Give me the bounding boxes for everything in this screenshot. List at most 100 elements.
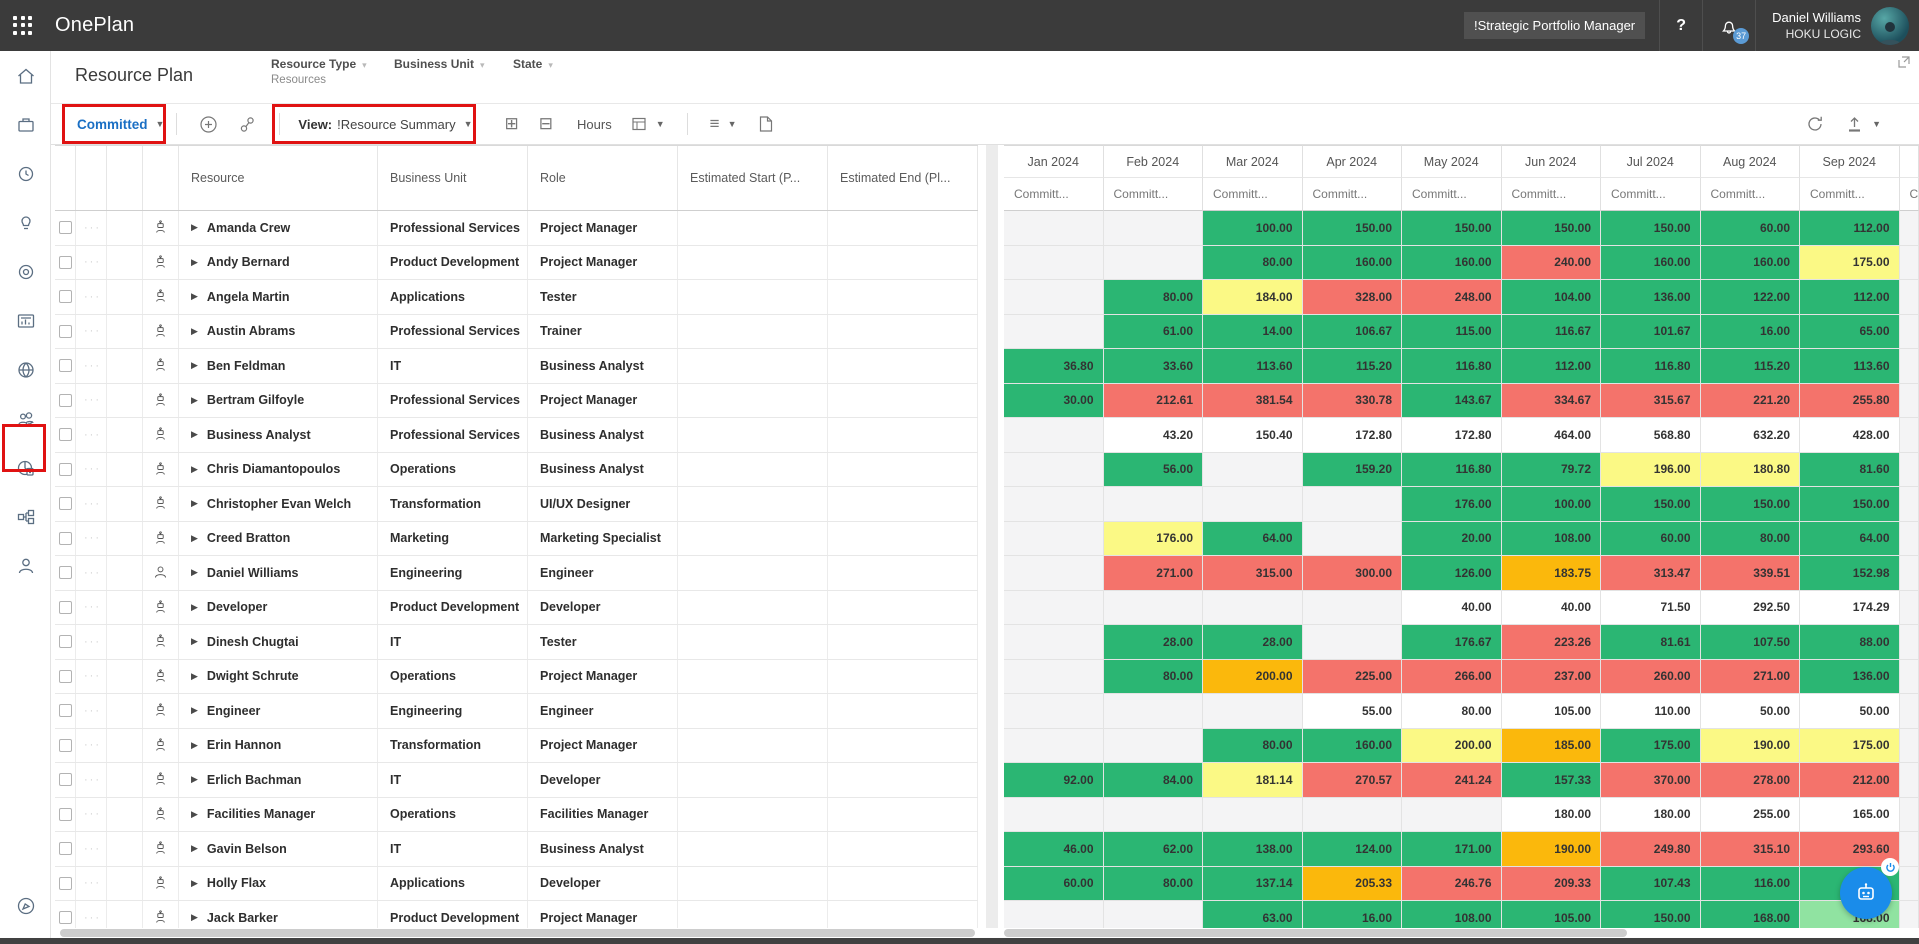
hours-cell[interactable]: 104.00 bbox=[1501, 280, 1601, 315]
hours-cell[interactable] bbox=[1302, 797, 1402, 832]
hours-cell[interactable]: 246.76 bbox=[1402, 866, 1502, 901]
hours-cell[interactable]: 138.00 bbox=[1203, 832, 1303, 867]
row-checkbox[interactable] bbox=[58, 221, 72, 235]
hours-cell[interactable] bbox=[1004, 418, 1104, 453]
expand-row-icon[interactable]: ▶ bbox=[191, 774, 198, 785]
row-menu-cell[interactable]: ··· bbox=[76, 556, 107, 590]
hours-cell[interactable]: 84.00 bbox=[1103, 763, 1203, 798]
column-header-estimated-start-p[interactable]: Estimated Start (P... bbox=[678, 146, 828, 210]
row-menu-cell[interactable]: ··· bbox=[76, 487, 107, 521]
expand-row-icon[interactable]: ▶ bbox=[191, 498, 198, 509]
expand-row-icon[interactable]: ▶ bbox=[191, 670, 198, 681]
add-resource-button[interactable] bbox=[199, 115, 218, 134]
hours-cell[interactable]: 28.00 bbox=[1203, 625, 1303, 660]
hours-cell[interactable]: 157.33 bbox=[1501, 763, 1601, 798]
expand-row-icon[interactable]: ▶ bbox=[191, 429, 198, 440]
row-menu-cell[interactable]: ··· bbox=[76, 694, 107, 728]
hours-cell[interactable]: 241.24 bbox=[1402, 763, 1502, 798]
hours-cell[interactable]: 40.00 bbox=[1402, 590, 1502, 625]
row-checkbox[interactable] bbox=[58, 600, 72, 614]
row-checkbox[interactable] bbox=[58, 876, 72, 890]
hours-cell[interactable]: 80.00 bbox=[1203, 245, 1303, 280]
resource-name-cell[interactable]: ▶ Austin Abrams bbox=[179, 314, 378, 348]
hours-cell[interactable] bbox=[1203, 694, 1303, 729]
resource-name-cell[interactable]: ▶ Creed Bratton bbox=[179, 521, 378, 555]
sidebar-item-time[interactable] bbox=[0, 149, 51, 198]
hours-cell[interactable] bbox=[1004, 280, 1104, 315]
hours-cell[interactable]: 16.00 bbox=[1700, 314, 1800, 349]
hours-cell[interactable]: 80.00 bbox=[1103, 659, 1203, 694]
pane-splitter[interactable] bbox=[986, 145, 998, 928]
hours-cell[interactable] bbox=[1402, 797, 1502, 832]
expand-row-icon[interactable]: ▶ bbox=[191, 601, 198, 612]
hours-cell[interactable] bbox=[1103, 797, 1203, 832]
hours-cell[interactable]: 110.00 bbox=[1601, 694, 1701, 729]
hours-cell[interactable]: 80.00 bbox=[1103, 280, 1203, 315]
hours-cell[interactable]: 100.00 bbox=[1203, 211, 1303, 246]
row-checkbox[interactable] bbox=[58, 290, 72, 304]
hours-cell[interactable] bbox=[1004, 797, 1104, 832]
hours-cell[interactable]: 292.50 bbox=[1700, 590, 1800, 625]
sidebar-item-portfolio[interactable] bbox=[0, 100, 51, 149]
hours-cell[interactable]: 180.80 bbox=[1700, 452, 1800, 487]
assistant-fab-button[interactable] bbox=[1840, 867, 1892, 919]
hours-cell[interactable] bbox=[1103, 487, 1203, 522]
row-checkbox[interactable] bbox=[58, 566, 72, 580]
expand-row-icon[interactable]: ▶ bbox=[191, 256, 198, 267]
upload-button[interactable]: ▼ bbox=[1845, 115, 1881, 134]
hours-cell[interactable]: 80.00 bbox=[1700, 521, 1800, 556]
resource-name-cell[interactable]: ▶ Amanda Crew bbox=[179, 211, 378, 245]
hours-cell[interactable]: 92.00 bbox=[1004, 763, 1104, 798]
hours-cell[interactable]: 176.67 bbox=[1402, 625, 1502, 660]
hours-cell[interactable]: 278.00 bbox=[1700, 763, 1800, 798]
row-menu-cell[interactable]: ··· bbox=[76, 866, 107, 900]
hours-cell[interactable] bbox=[1004, 659, 1104, 694]
hours-cell[interactable]: 46.00 bbox=[1004, 832, 1104, 867]
row-menu-cell[interactable]: ··· bbox=[76, 280, 107, 314]
hours-cell[interactable]: 255.80 bbox=[1800, 383, 1900, 418]
row-menu-cell[interactable]: ··· bbox=[76, 349, 107, 383]
right-pane-hscrollbar[interactable] bbox=[1004, 929, 1627, 937]
hours-cell[interactable]: 65.00 bbox=[1800, 314, 1900, 349]
hours-cell[interactable]: 270.57 bbox=[1302, 763, 1402, 798]
hours-cell[interactable]: 172.80 bbox=[1302, 418, 1402, 453]
resource-name-cell[interactable]: ▶ Andy Bernard bbox=[179, 245, 378, 279]
hours-cell[interactable]: 80.00 bbox=[1402, 694, 1502, 729]
row-checkbox[interactable] bbox=[58, 738, 72, 752]
hours-cell[interactable]: 370.00 bbox=[1601, 763, 1701, 798]
hours-cell[interactable]: 150.40 bbox=[1203, 418, 1303, 453]
row-checkbox[interactable] bbox=[58, 911, 72, 925]
resource-name-cell[interactable]: ▶ Dwight Schrute bbox=[179, 659, 378, 693]
hours-cell[interactable]: 100.00 bbox=[1501, 487, 1601, 522]
column-header-resource[interactable]: Resource bbox=[179, 146, 378, 210]
help-button[interactable]: ? bbox=[1676, 16, 1687, 34]
hours-cell[interactable]: 116.67 bbox=[1501, 314, 1601, 349]
hours-cell[interactable]: 106.67 bbox=[1302, 314, 1402, 349]
hours-cell[interactable]: 176.00 bbox=[1103, 521, 1203, 556]
hours-cell[interactable]: 28.00 bbox=[1103, 625, 1203, 660]
hours-cell[interactable] bbox=[1004, 901, 1104, 928]
hours-cell[interactable]: 81.60 bbox=[1800, 452, 1900, 487]
hours-cell[interactable]: 150.00 bbox=[1601, 211, 1701, 246]
hours-cell[interactable] bbox=[1103, 694, 1203, 729]
hours-cell[interactable] bbox=[1004, 452, 1104, 487]
hours-cell[interactable]: 136.00 bbox=[1601, 280, 1701, 315]
hours-cell[interactable]: 115.20 bbox=[1700, 349, 1800, 384]
hours-cell[interactable]: 113.60 bbox=[1800, 349, 1900, 384]
hours-cell[interactable]: 160.00 bbox=[1302, 245, 1402, 280]
hours-cell[interactable]: 108.00 bbox=[1501, 521, 1601, 556]
hours-cell[interactable]: 315.67 bbox=[1601, 383, 1701, 418]
sidebar-item-hierarchy[interactable] bbox=[0, 492, 51, 541]
row-checkbox[interactable] bbox=[58, 842, 72, 856]
row-menu-cell[interactable]: ··· bbox=[76, 590, 107, 624]
hours-cell[interactable]: 112.00 bbox=[1501, 349, 1601, 384]
link-resource-button[interactable] bbox=[238, 115, 257, 134]
row-checkbox[interactable] bbox=[58, 324, 72, 338]
hours-cell[interactable]: 632.20 bbox=[1700, 418, 1800, 453]
hours-cell[interactable]: 116.80 bbox=[1601, 349, 1701, 384]
hours-cell[interactable]: 136.00 bbox=[1800, 659, 1900, 694]
expand-all-button[interactable]: ⊞ bbox=[504, 114, 519, 133]
hours-cell[interactable]: 61.00 bbox=[1103, 314, 1203, 349]
hours-cell[interactable]: 150.00 bbox=[1700, 487, 1800, 522]
hours-cell[interactable]: 71.50 bbox=[1601, 590, 1701, 625]
